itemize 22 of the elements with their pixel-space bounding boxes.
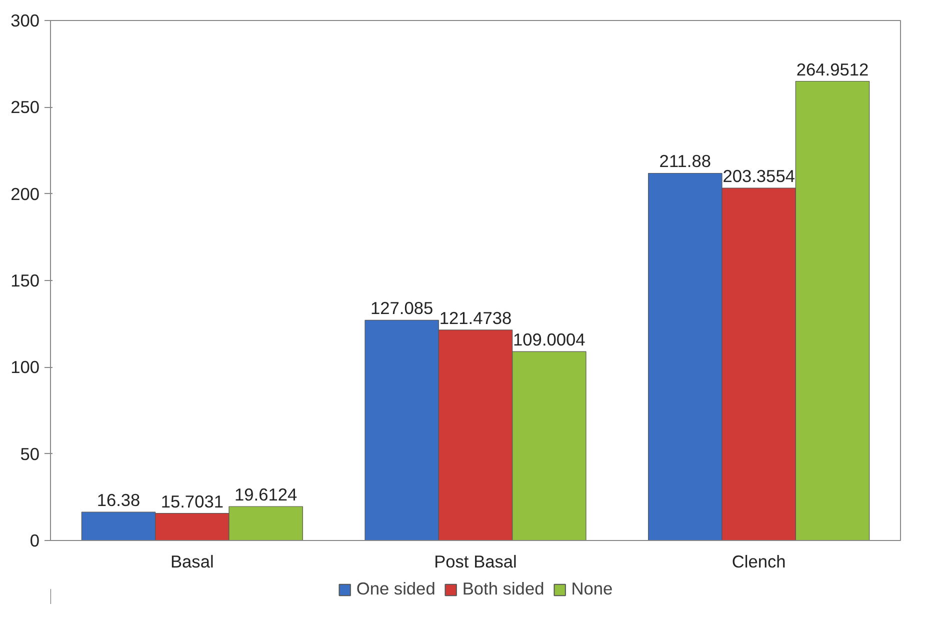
y-tick-label: 100 [10,357,40,378]
x-tick-label: Post Basal [434,552,517,572]
legend-label: None [571,578,613,600]
legend-label: Both sided [462,578,544,600]
y-tick-label: 0 [30,530,40,550]
data-label: 127.085 [370,298,434,318]
y-tick-label: 300 [10,10,40,30]
data-label: 203.3554 [722,166,796,186]
data-label: 15.7031 [160,491,224,512]
data-label: 16.38 [96,490,140,510]
data-label: 109.0004 [513,330,586,350]
x-tick-label: Basal [170,552,214,572]
data-label: 211.88 [659,151,712,172]
data-label: 19.6124 [234,484,298,505]
data-label: 264.9512 [796,59,869,80]
y-tick-label: 150 [10,270,40,290]
y-tick-label: 200 [10,184,40,204]
x-tick-label: Clench [732,552,786,572]
y-tick-label: 50 [20,444,40,464]
y-tick-label: 250 [10,97,40,118]
legend-label: One sided [356,578,436,600]
data-label: 121.4738 [439,308,512,328]
